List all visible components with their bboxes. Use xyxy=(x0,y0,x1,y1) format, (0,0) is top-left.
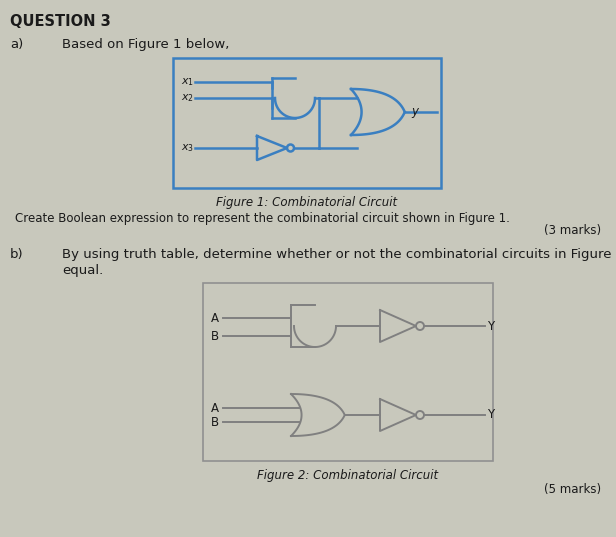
Bar xyxy=(173,58,441,188)
Text: Based on Figure 1 below,: Based on Figure 1 below, xyxy=(62,38,229,51)
Text: $x_3$: $x_3$ xyxy=(181,142,194,154)
Text: $x_1$: $x_1$ xyxy=(181,76,194,88)
Text: Y: Y xyxy=(487,320,494,332)
Text: Y: Y xyxy=(487,409,494,422)
Text: (3 marks): (3 marks) xyxy=(544,224,601,237)
Text: $x_2$: $x_2$ xyxy=(181,92,194,104)
Text: By using truth table, determine whether or not the combinatorial circuits in Fig: By using truth table, determine whether … xyxy=(62,248,616,261)
Text: B: B xyxy=(211,416,219,429)
Text: Figure 2: Combinatorial Circuit: Figure 2: Combinatorial Circuit xyxy=(257,469,439,482)
Text: b): b) xyxy=(10,248,23,261)
Text: QUESTION 3: QUESTION 3 xyxy=(10,14,111,29)
Text: A: A xyxy=(211,402,219,415)
Text: Create Boolean expression to represent the combinatorial circuit shown in Figure: Create Boolean expression to represent t… xyxy=(15,212,510,225)
Text: $y$: $y$ xyxy=(411,106,420,120)
Text: a): a) xyxy=(10,38,23,51)
Text: B: B xyxy=(211,330,219,343)
Text: Figure 1: Combinatorial Circuit: Figure 1: Combinatorial Circuit xyxy=(216,196,397,209)
Text: (5 marks): (5 marks) xyxy=(544,483,601,496)
Text: A: A xyxy=(211,311,219,324)
Text: equal.: equal. xyxy=(62,264,103,277)
Bar xyxy=(203,283,493,461)
